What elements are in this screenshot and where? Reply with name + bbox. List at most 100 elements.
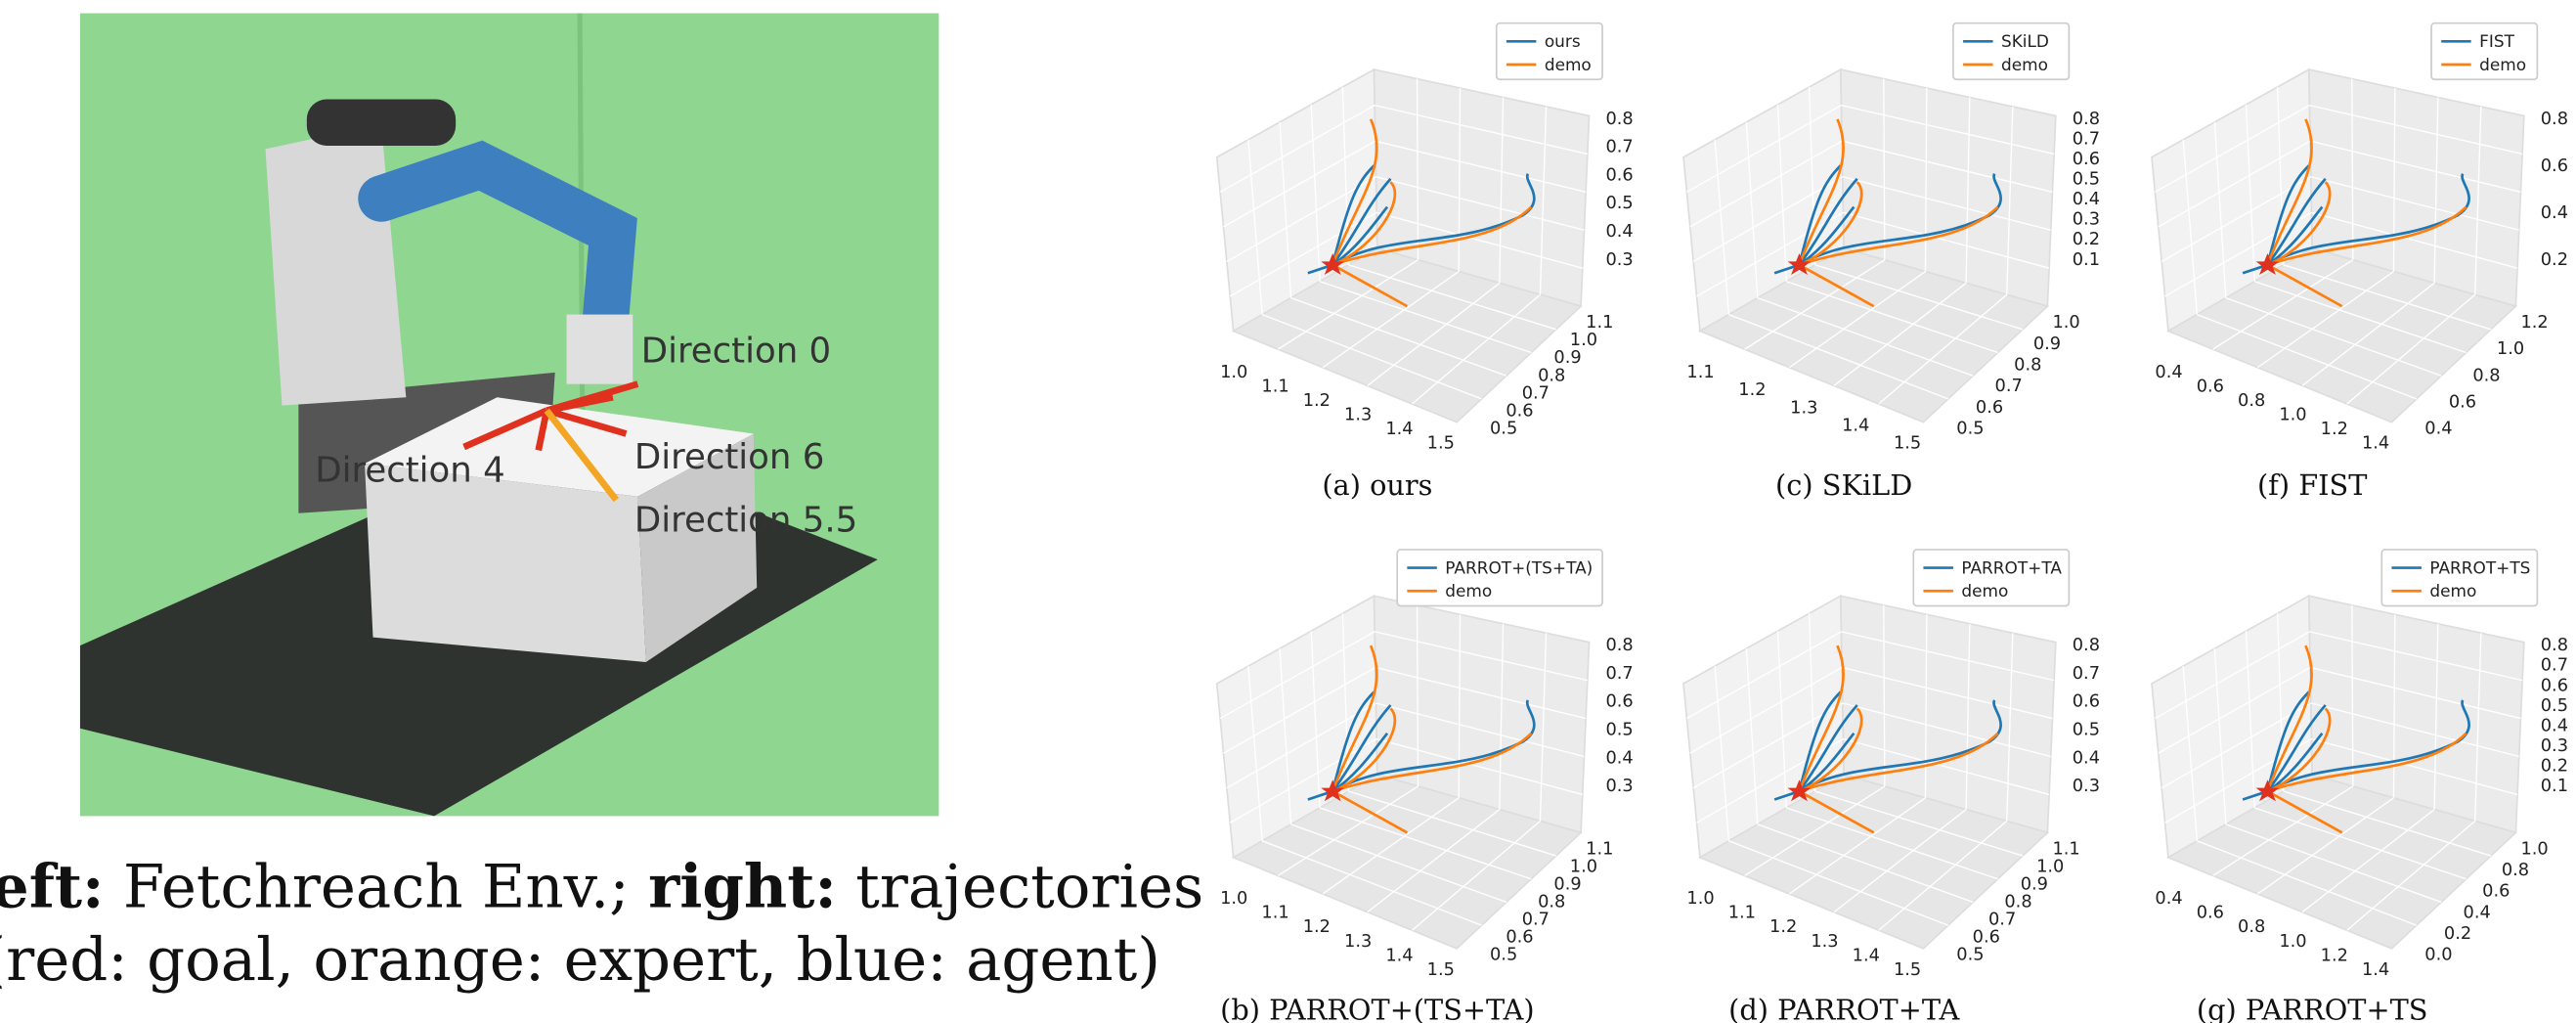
direction-label: Direction 6 [634,437,824,477]
x-tick-label: 1.2 [1738,380,1766,400]
y-tick-label: 0.8 [2014,355,2041,375]
x-tick-label: 1.5 [1894,434,1921,454]
z-tick-label: 0.8 [2073,636,2100,655]
y-tick-label: 0.7 [1522,383,1550,403]
caption-text: Fetchreach Env.; [105,853,649,922]
x-tick-label: 0.4 [2155,363,2182,382]
caption-bold: Left: [0,853,105,922]
y-tick-label: 0.5 [1956,419,1984,438]
figure: Direction 0 Direction 6 Direction 4 Dire… [0,0,2576,1023]
y-tick-label: 0.4 [2424,419,2452,438]
y-tick-label: 0.5 [1490,946,1517,965]
y-tick-label: 0.7 [1522,911,1550,930]
y-tick-label: 1.0 [2520,839,2548,859]
robot-head [307,100,456,146]
x-tick-label: 1.4 [1385,420,1413,439]
z-tick-label: 0.8 [1605,110,1633,129]
y-tick-label: 0.9 [1553,348,1581,368]
z-tick-label: 0.6 [2073,692,2100,712]
z-tick-label: 0.4 [1605,222,1633,242]
y-tick-label: 0.7 [1988,911,2016,930]
subplot-caption: (f) FIST [2257,468,2367,502]
x-tick-label: 1.1 [1261,904,1288,923]
x-tick-label: 0.6 [2197,377,2224,396]
caption-line: (red: goal, orange: expert, blue: agent) [0,925,1160,995]
y-tick-label: 1.1 [2052,839,2079,859]
z-tick-label: 0.2 [2541,250,2568,270]
x-tick-label: 1.1 [1686,363,1714,382]
y-tick-label: 0.6 [1506,928,1533,948]
legend-label: SKiLD [2001,31,2049,51]
legend-label: PARROT+(TS+TA) [1445,557,1593,577]
legend-label: ours [1545,31,1581,51]
x-tick-label: 1.1 [1728,904,1756,923]
x-tick-label: 1.5 [1427,960,1455,980]
direction-label: Direction 0 [641,332,831,372]
x-tick-label: 0.6 [2197,904,2224,923]
z-tick-label: 0.4 [2073,748,2100,768]
y-tick-label: 0.4 [2464,903,2491,922]
z-tick-label: 0.7 [1605,664,1633,684]
z-tick-label: 0.4 [2541,716,2568,735]
subplot: 0.80.70.60.50.40.31.01.11.21.31.41.50.50… [1683,550,2100,1023]
z-tick-label: 0.5 [1605,194,1633,213]
subplot-caption: (d) PARROT+TA [1728,994,1960,1023]
z-tick-label: 0.8 [1605,636,1633,655]
z-tick-label: 0.4 [2541,203,2568,223]
direction-label: Direction 4 [315,451,504,491]
x-tick-label: 1.0 [1220,363,1247,382]
x-tick-label: 1.3 [1790,398,1817,418]
z-tick-label: 0.1 [2073,250,2100,270]
z-tick-label: 0.2 [2073,230,2100,249]
z-tick-label: 0.7 [2541,656,2568,676]
y-tick-label: 0.6 [2482,882,2510,902]
y-tick-label: 0.9 [1553,874,1581,894]
x-tick-label: 0.8 [2238,391,2265,411]
scene-image: Direction 0 Direction 6 Direction 4 Dire… [80,14,939,817]
subplot: 0.80.60.40.20.40.60.81.01.21.40.40.60.81… [2152,23,2568,502]
legend-label: FIST [2479,31,2514,51]
caption-text: trajectories [837,853,1203,922]
x-tick-label: 1.3 [1811,932,1838,952]
z-tick-label: 0.4 [1605,748,1633,768]
y-tick-label: 1.2 [2520,313,2548,333]
y-tick-label: 0.7 [1995,377,2023,396]
caption-bold: right: [648,853,837,922]
z-tick-label: 0.5 [2073,720,2100,739]
legend-label: demo [2001,55,2048,74]
z-tick-label: 0.3 [2541,736,2568,756]
subplot: 0.80.70.60.50.40.31.01.11.21.31.41.50.50… [1217,550,1634,1023]
legend-label: demo [2429,581,2476,600]
z-tick-label: 0.3 [1605,250,1633,270]
x-tick-label: 1.0 [1220,889,1247,909]
subplot: 0.80.70.60.50.40.30.20.11.11.21.31.41.50… [1683,23,2100,502]
y-tick-label: 1.1 [1586,313,1613,333]
x-tick-label: 0.8 [2238,917,2265,937]
y-tick-label: 0.9 [2021,874,2048,894]
robot-tower [266,124,407,406]
x-tick-label: 0.4 [2155,889,2182,909]
x-tick-label: 1.4 [1385,946,1413,965]
z-tick-label: 0.8 [2541,110,2568,129]
x-tick-label: 1.5 [1427,434,1455,454]
y-tick-label: 1.0 [2497,339,2524,359]
x-tick-label: 1.0 [1686,889,1714,909]
subplot-caption: (a) ours [1322,468,1432,502]
x-tick-label: 1.0 [2279,932,2306,952]
x-tick-label: 1.2 [1769,917,1797,937]
y-tick-label: 0.9 [2033,334,2061,354]
y-tick-label: 0.6 [1976,398,2003,418]
x-tick-label: 1.0 [2279,406,2306,425]
x-tick-label: 1.2 [2321,946,2348,965]
y-tick-label: 0.8 [1538,893,1565,912]
y-tick-label: 0.6 [2449,392,2476,412]
caption-line: Left: Fetchreach Env.; right: trajectori… [0,853,1203,922]
z-tick-label: 0.6 [2073,150,2100,169]
legend-label: PARROT+TA [1961,557,2062,577]
subplot-caption: (c) SKiLD [1775,468,1912,502]
y-tick-label: 1.0 [2052,313,2079,333]
gripper [567,315,633,384]
x-tick-label: 1.2 [2321,420,2348,439]
y-tick-label: 0.0 [2424,946,2452,965]
x-tick-label: 1.5 [1894,960,1921,980]
